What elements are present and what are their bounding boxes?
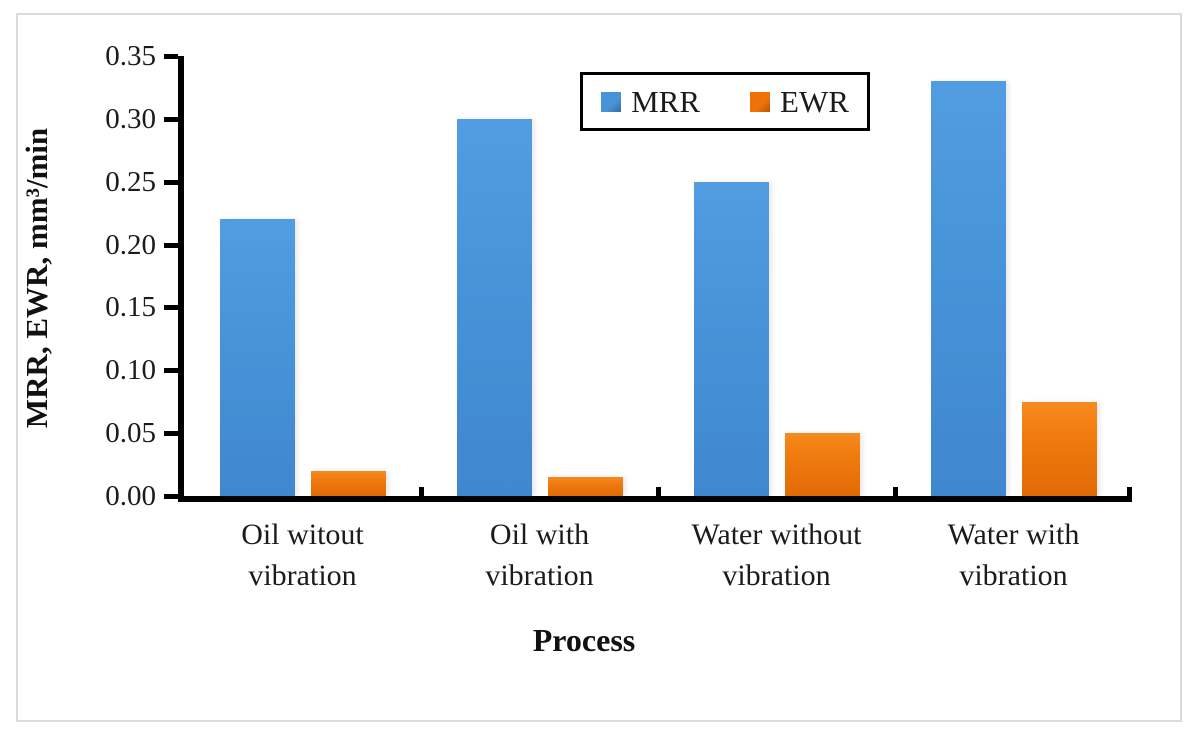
x-category-label: Oil with vibration (485, 518, 594, 592)
y-axis-tick (164, 494, 178, 499)
bar-ewr-2 (547, 477, 623, 496)
bar-group (658, 56, 895, 496)
x-category-label: Water with vibration (947, 518, 1080, 592)
y-axis-tick (164, 179, 178, 185)
y-tick-label: 0.05 (105, 417, 156, 450)
y-axis-tick (164, 368, 178, 374)
bar-mrr-1 (219, 219, 295, 496)
bar-ewr-1 (310, 470, 386, 496)
y-axis-title: MRR, EWR, mm³/min (19, 127, 54, 429)
y-tick-label: 0.20 (105, 228, 156, 261)
x-category-label: Water without vibration (691, 518, 862, 592)
y-tick-label: 0.15 (105, 291, 156, 324)
legend-label: MRR (631, 84, 701, 119)
y-tick-label: 0.00 (105, 480, 156, 512)
legend-swatch-icon (750, 91, 771, 112)
x-axis-title: Process (532, 622, 636, 658)
bar-groups (184, 56, 1132, 496)
legend-label: EWR (780, 84, 849, 119)
x-axis-tick (419, 487, 424, 496)
legend-swatch-icon (601, 91, 622, 112)
y-axis-tick (164, 116, 178, 122)
bar-ewr-3 (784, 433, 860, 496)
x-axis-tick (1127, 487, 1132, 496)
plot-area: 0.35 0.30 0.25 0.20 0.15 0.10 0.05 0.00 (105, 40, 1132, 512)
y-tick-label: 0.30 (105, 102, 156, 135)
bar-mrr-4 (930, 81, 1006, 496)
y-tick-label: 0.25 (105, 165, 156, 198)
bar-ewr-4 (1021, 401, 1097, 496)
bar-group (184, 56, 421, 496)
bar-group (421, 56, 658, 496)
legend: MRR EWR (580, 72, 870, 131)
x-axis-tick (893, 487, 898, 496)
y-tick-label: 0.10 (105, 354, 156, 387)
y-tick-label: 0.35 (105, 40, 156, 72)
bar-group (895, 56, 1132, 496)
bar-mrr-2 (456, 118, 532, 496)
y-axis-tick (164, 242, 178, 248)
bar-mrr-3 (693, 181, 769, 496)
x-category-label: Oil witout vibration (241, 518, 364, 592)
y-axis-tick (164, 54, 178, 59)
x-axis-tick (656, 487, 661, 496)
y-axis-tick (164, 305, 178, 311)
y-axis-tick (164, 431, 178, 437)
legend-item-mrr: MRR (601, 86, 700, 117)
x-axis-labels: Oil witout vibration Oil with vibration Wate… (184, 514, 1132, 596)
legend-item-ewr: EWR (750, 86, 849, 117)
